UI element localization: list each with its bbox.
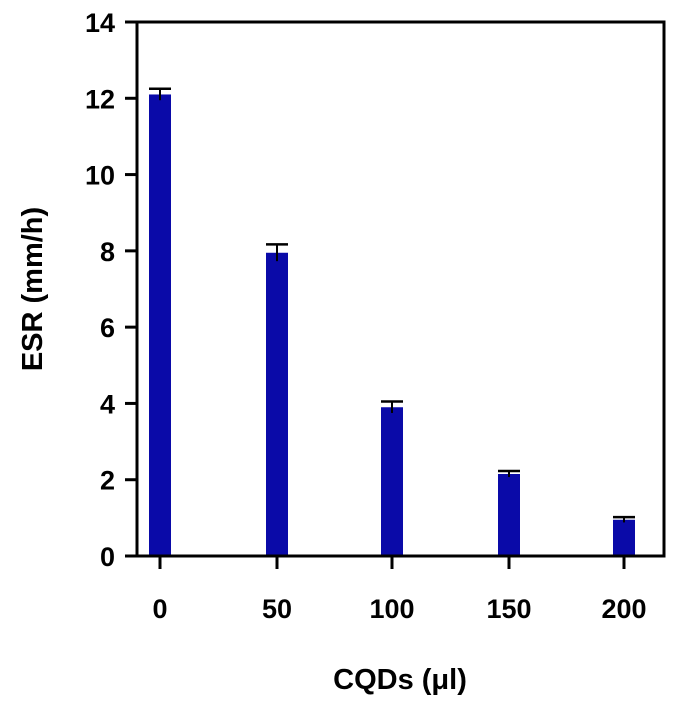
y-tick-label: 10 <box>85 161 115 191</box>
y-tick-label: 0 <box>100 542 115 572</box>
error-bars <box>149 87 635 523</box>
bar <box>613 519 635 556</box>
y-tick-label: 2 <box>100 466 115 496</box>
x-axis-ticks: 0 50 100 150 200 <box>152 556 647 624</box>
y-axis-ticks: 0 2 4 6 8 10 12 14 <box>85 8 137 572</box>
x-tick-label: 200 <box>601 594 646 624</box>
x-tick-label: 0 <box>152 594 167 624</box>
bar <box>498 473 520 556</box>
y-tick-label: 8 <box>100 237 115 267</box>
bar <box>381 407 403 556</box>
y-tick-label: 12 <box>85 84 115 114</box>
y-axis-title: ESR (mm/h) <box>17 207 49 371</box>
plot-frame <box>135 20 666 558</box>
bar <box>149 94 171 556</box>
y-tick-label: 4 <box>100 389 115 419</box>
x-tick-label: 50 <box>262 594 292 624</box>
x-tick-label: 150 <box>486 594 531 624</box>
bars <box>149 94 635 556</box>
y-tick-label: 6 <box>100 313 115 343</box>
x-tick-label: 100 <box>369 594 414 624</box>
bar <box>266 252 288 556</box>
y-tick-label: 14 <box>85 8 115 38</box>
x-axis-title: CQDs (μl) <box>333 664 467 696</box>
